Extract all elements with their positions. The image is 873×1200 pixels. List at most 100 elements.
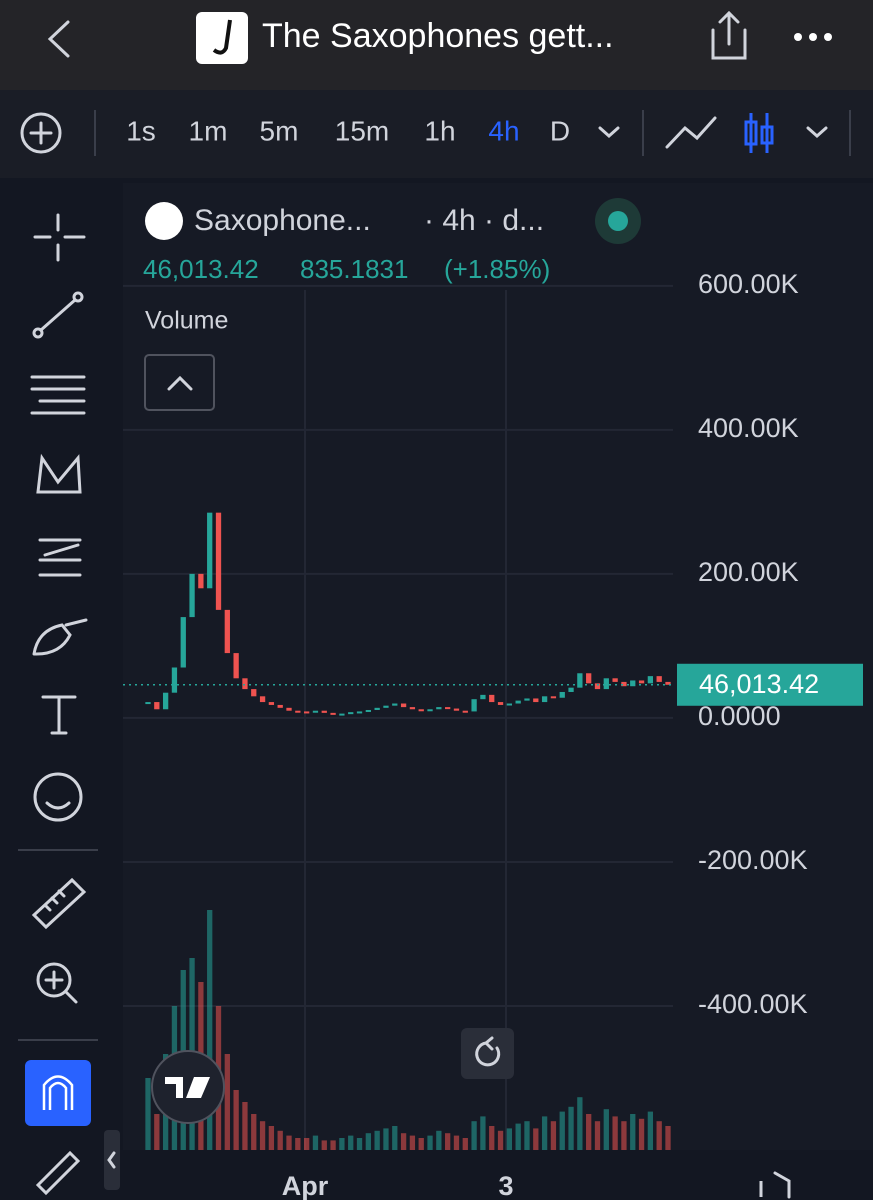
- interval-button[interactable]: 1h: [424, 115, 455, 146]
- share-button[interactable]: [711, 10, 747, 60]
- interval-button[interactable]: 5m: [260, 115, 299, 146]
- crosshair-tool[interactable]: [33, 213, 86, 262]
- zoom-tool[interactable]: [36, 962, 78, 1004]
- candle: [189, 573, 195, 618]
- legend-change-pct: (+1.85%): [444, 254, 550, 284]
- volume-bar: [665, 1126, 671, 1150]
- line-tool[interactable]: [32, 291, 84, 339]
- candle: [215, 512, 222, 610]
- add-button[interactable]: [20, 112, 62, 154]
- collapse-toolbar[interactable]: [104, 1130, 120, 1190]
- collapse-legend[interactable]: [144, 354, 215, 411]
- back-button[interactable]: [47, 20, 70, 58]
- candle: [541, 696, 548, 703]
- volume-bar: [524, 1121, 530, 1150]
- candle: [489, 694, 495, 703]
- volume-bar: [409, 1135, 416, 1150]
- volume-bar: [445, 1133, 451, 1150]
- volume-bar: [277, 1130, 283, 1150]
- candle: [586, 673, 592, 684]
- price-tag: [677, 663, 863, 706]
- more-button[interactable]: [794, 33, 832, 41]
- candle: [621, 681, 627, 687]
- sax-icon: [212, 19, 232, 55]
- candle-chart-button[interactable]: [744, 113, 774, 153]
- volume-bar: [568, 1106, 574, 1150]
- candle: [577, 673, 583, 688]
- add-icon: [29, 121, 53, 145]
- volume-bar: [427, 1135, 433, 1150]
- symbol-icon: [145, 202, 183, 240]
- interval-button[interactable]: 4h: [488, 115, 519, 146]
- candle: [400, 703, 407, 708]
- interval-button[interactable]: 15m: [335, 115, 389, 146]
- y-tick-label: -200.00K: [698, 845, 808, 875]
- reset-button[interactable]: [461, 1028, 514, 1079]
- volume-bar: [603, 1109, 609, 1150]
- interval-dropdown[interactable]: [598, 126, 620, 139]
- header-title: The Saxophones gett...: [262, 17, 614, 55]
- candle: [171, 667, 178, 693]
- candle: [453, 708, 460, 711]
- volume-bar: [462, 1138, 468, 1150]
- volume-bar: [480, 1116, 486, 1150]
- projection-tool[interactable]: [38, 538, 82, 577]
- volume-bar: [154, 1114, 160, 1150]
- candle: [224, 609, 230, 654]
- volume-bar: [356, 1138, 363, 1150]
- legend-change: 835.1831: [300, 254, 408, 284]
- candle: [145, 702, 151, 705]
- volume-bar: [489, 1126, 495, 1150]
- volume-bar: [436, 1130, 442, 1150]
- settings-button[interactable]: [759, 1171, 791, 1199]
- candle: [524, 698, 530, 701]
- volume-bar: [400, 1133, 407, 1150]
- candle: [638, 680, 645, 684]
- volume-bar: [207, 910, 213, 1150]
- candle: [339, 713, 345, 716]
- x-tick-label: 3: [498, 1171, 513, 1200]
- candle: [471, 699, 477, 712]
- volume-bar: [533, 1128, 539, 1150]
- x-tick-label: Apr: [282, 1171, 329, 1200]
- interval-button[interactable]: 1s: [126, 115, 156, 146]
- magnet-button[interactable]: [25, 1060, 91, 1126]
- text-tool[interactable]: [41, 695, 77, 735]
- candle: [647, 676, 654, 684]
- line-chart-button[interactable]: [665, 116, 717, 149]
- volume-bar: [506, 1128, 512, 1150]
- pattern-tool[interactable]: [36, 453, 82, 494]
- lock-draw-tool[interactable]: [35, 1150, 81, 1196]
- candle: [427, 709, 433, 712]
- ruler-tool[interactable]: [31, 877, 87, 930]
- volume-bar: [348, 1135, 354, 1150]
- style-dropdown[interactable]: [806, 126, 828, 139]
- tv-logo[interactable]: [151, 1050, 225, 1124]
- volume-bar: [251, 1114, 257, 1150]
- volume-bar: [392, 1126, 398, 1150]
- y-tick-label: 0.0000: [698, 701, 781, 731]
- emoji-tool[interactable]: [33, 772, 83, 822]
- candle: [550, 696, 557, 699]
- interval-button[interactable]: 1m: [189, 115, 228, 146]
- volume-bar: [647, 1111, 654, 1150]
- volume-bar: [321, 1140, 327, 1150]
- candle: [656, 676, 662, 682]
- intervals: 1s 1m 5m 15m 1h 4h D: [126, 115, 570, 146]
- volume-bar: [312, 1135, 319, 1150]
- volume-bar: [515, 1123, 521, 1150]
- tv-logo-mark: [165, 1077, 210, 1098]
- volume-bar: [242, 1102, 248, 1150]
- volume-bar: [304, 1138, 310, 1150]
- interval-button[interactable]: D: [550, 115, 570, 146]
- candle: [330, 712, 336, 715]
- volume-bar: [577, 1097, 583, 1150]
- candle: [506, 703, 512, 706]
- fib-tool[interactable]: [30, 375, 86, 415]
- candle: [321, 710, 327, 713]
- candle: [462, 710, 468, 713]
- candle: [295, 710, 301, 713]
- brush-tool[interactable]: [32, 618, 88, 656]
- candle: [162, 692, 169, 710]
- candle: [286, 707, 292, 711]
